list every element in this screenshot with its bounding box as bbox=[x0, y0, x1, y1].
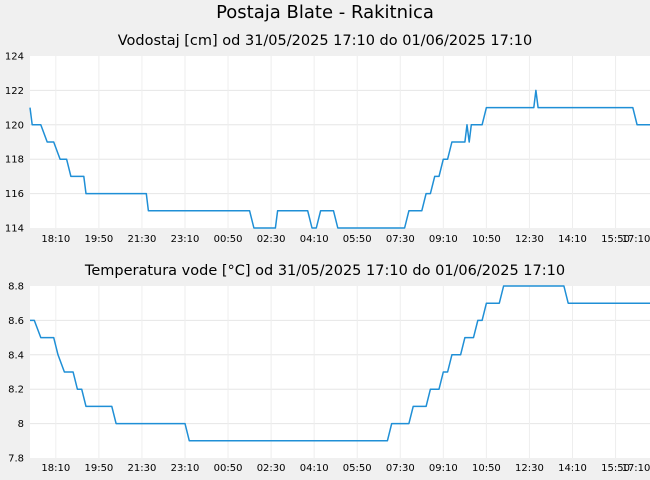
x-tick-label: 14:10 bbox=[558, 234, 587, 245]
x-tick-label: 15:50 bbox=[601, 463, 630, 474]
series-line bbox=[29, 89, 650, 229]
x-tick-label: 10:50 bbox=[472, 234, 501, 245]
x-tick-label: 00:50 bbox=[214, 463, 243, 474]
x-tick-label: 09:10 bbox=[429, 234, 458, 245]
y-tick-label: 8.8 bbox=[8, 282, 24, 293]
plot-area bbox=[30, 56, 650, 228]
x-tick-label: 05:50 bbox=[343, 234, 372, 245]
chart-title: Temperatura vode [°C] od 31/05/2025 17:1… bbox=[84, 263, 565, 279]
x-tick-label: 12:30 bbox=[515, 234, 544, 245]
x-tick-label: 18:10 bbox=[41, 463, 70, 474]
y-tick-label: 8.4 bbox=[8, 350, 24, 361]
x-tick-label: 12:30 bbox=[515, 463, 544, 474]
y-tick-label: 7.8 bbox=[8, 454, 24, 465]
x-tick-label: 09:10 bbox=[429, 463, 458, 474]
series-line bbox=[30, 285, 650, 442]
x-tick-label: 21:30 bbox=[128, 463, 157, 474]
y-tick-label: 124 bbox=[5, 52, 24, 63]
y-tick-label: 8.6 bbox=[8, 316, 24, 327]
x-tick-label: 14:10 bbox=[558, 463, 587, 474]
water-level-chart: Vodostaj [cm] od 31/05/2025 17:10 do 01/… bbox=[5, 33, 650, 245]
chart-title: Vodostaj [cm] od 31/05/2025 17:10 do 01/… bbox=[118, 33, 532, 49]
x-tick-label: 00:50 bbox=[214, 234, 243, 245]
x-tick-label: 05:50 bbox=[343, 463, 372, 474]
x-tick-label: 10:50 bbox=[472, 463, 501, 474]
plot-area bbox=[30, 286, 650, 458]
y-tick-label: 114 bbox=[5, 224, 24, 235]
y-tick-label: 122 bbox=[5, 86, 24, 97]
x-tick-label: 17:10 bbox=[622, 234, 650, 245]
x-tick-label: 23:10 bbox=[171, 463, 200, 474]
x-tick-label: 21:30 bbox=[128, 234, 157, 245]
x-tick-label: 07:30 bbox=[386, 234, 415, 245]
x-tick-label: 17:10 bbox=[622, 463, 650, 474]
x-tick-label: 04:10 bbox=[300, 234, 329, 245]
water-temperature-chart: Temperatura vode [°C] od 31/05/2025 17:1… bbox=[8, 263, 650, 474]
x-tick-label: 19:50 bbox=[84, 463, 113, 474]
x-tick-label: 23:10 bbox=[171, 234, 200, 245]
x-tick-label: 15:50 bbox=[601, 234, 630, 245]
y-tick-label: 116 bbox=[5, 189, 24, 200]
x-tick-label: 19:50 bbox=[84, 234, 113, 245]
x-tick-label: 07:30 bbox=[386, 463, 415, 474]
y-tick-label: 120 bbox=[5, 120, 24, 131]
y-tick-label: 118 bbox=[5, 155, 24, 166]
x-tick-label: 02:30 bbox=[257, 234, 286, 245]
y-tick-label: 8 bbox=[18, 419, 24, 430]
x-tick-label: 04:10 bbox=[300, 463, 329, 474]
x-tick-label: 18:10 bbox=[41, 234, 70, 245]
y-tick-label: 8.2 bbox=[8, 385, 24, 396]
page-title: Postaja Blate - Rakitnica bbox=[216, 2, 434, 23]
x-tick-label: 02:30 bbox=[257, 463, 286, 474]
